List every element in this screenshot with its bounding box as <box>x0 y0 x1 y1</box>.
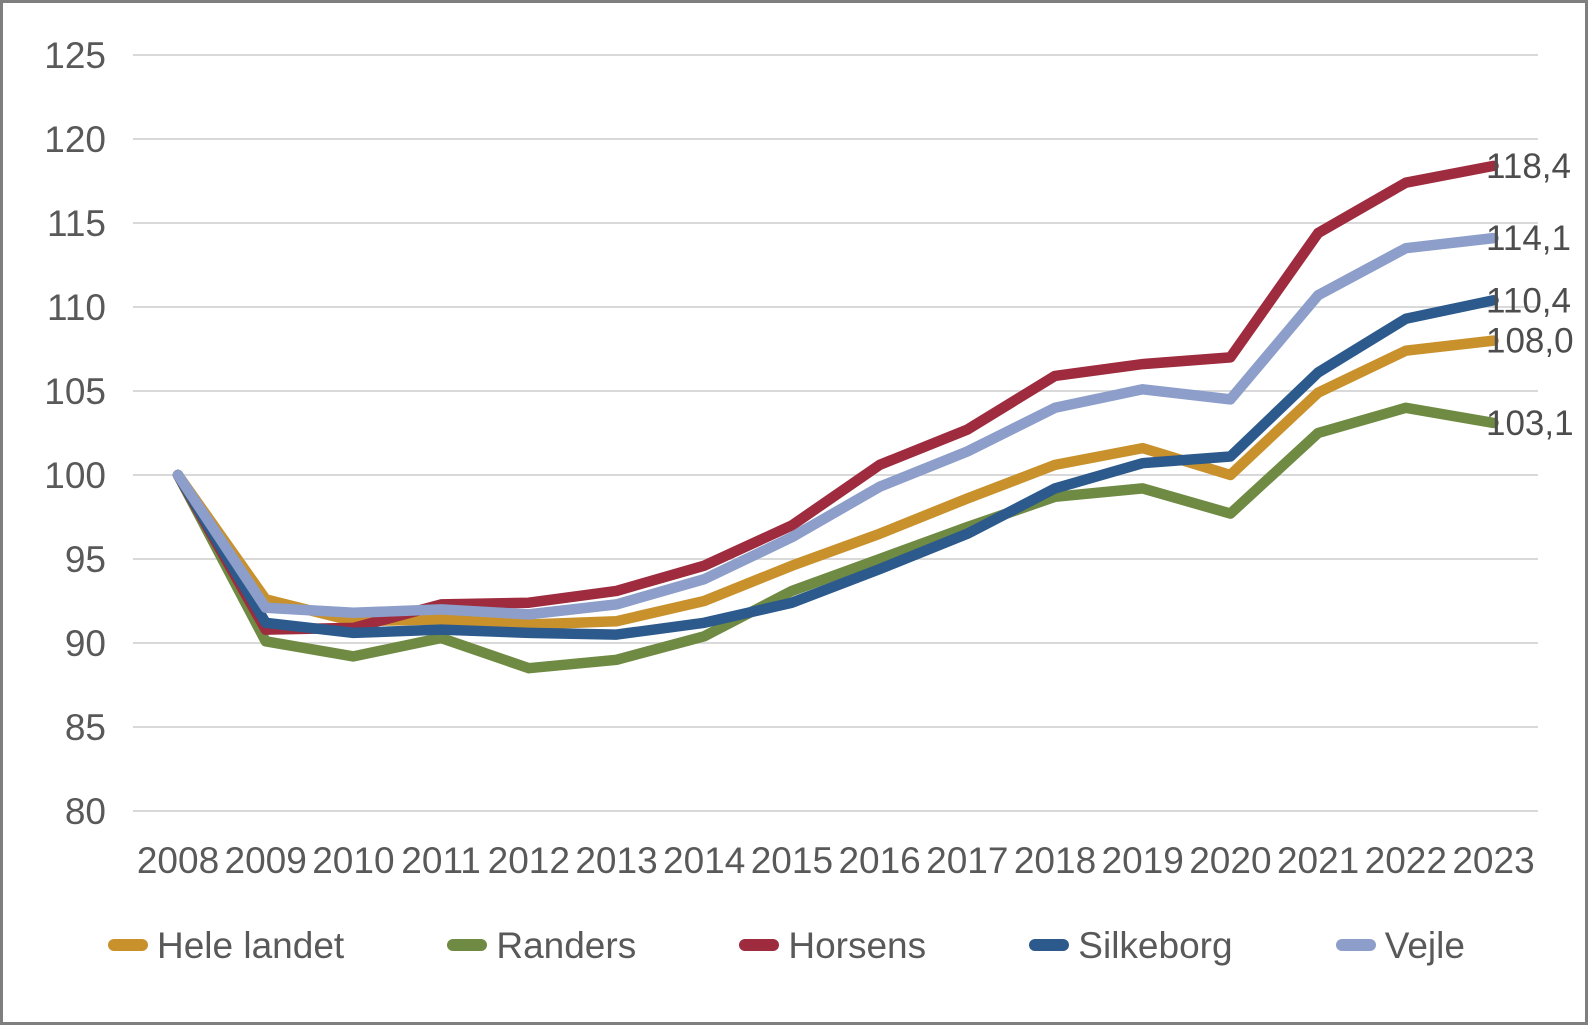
series-end-label-vejle: 114,1 <box>1486 219 1571 258</box>
y-tick-label: 125 <box>44 35 106 76</box>
series-end-label-horsens: 118,4 <box>1486 147 1571 186</box>
legend-label-randers: Randers <box>496 924 637 966</box>
y-tick-label: 95 <box>65 539 106 580</box>
y-tick-label: 115 <box>47 203 106 244</box>
series-line-silkeborg <box>172 295 1499 640</box>
y-tick-label: 105 <box>44 371 106 412</box>
x-tick-label: 2012 <box>488 840 570 881</box>
legend-swatch-randers <box>447 939 488 951</box>
x-tick-label: 2008 <box>137 840 219 881</box>
legend-item-randers: Randers <box>447 927 636 964</box>
legend-swatch-silkeborg <box>1029 939 1070 951</box>
legend-swatch-vejle <box>1335 939 1376 951</box>
y-tick-label: 80 <box>65 791 106 832</box>
x-tick-label: 2009 <box>225 840 307 881</box>
legend-label-hele-landet: Hele landet <box>157 924 345 966</box>
x-tick-label: 2015 <box>751 840 833 881</box>
series-end-label-hele-landet: 108,0 <box>1486 322 1574 361</box>
y-tick-label: 120 <box>44 119 106 160</box>
x-tick-label: 2016 <box>838 840 920 881</box>
series-line-randers <box>172 402 1499 674</box>
legend-item-vejle: Vejle <box>1335 924 1465 966</box>
x-tick-label: 2018 <box>1014 840 1096 881</box>
legend-label-silkeborg: Silkeborg <box>1078 924 1233 966</box>
x-tick-label: 2021 <box>1277 840 1359 881</box>
legend-swatch-hele-landet <box>108 939 148 951</box>
x-tick-label: 2023 <box>1452 840 1534 881</box>
legend-item-silkeborg: Silkeborg <box>1029 924 1233 966</box>
x-tick-label: 2011 <box>401 840 481 881</box>
y-tick-label: 90 <box>65 623 106 664</box>
x-tick-label: 2010 <box>312 840 394 881</box>
x-tick-label: 2014 <box>663 840 745 881</box>
legend-label-horsens: Horsens <box>788 924 927 966</box>
series-line-vejle <box>172 232 1499 620</box>
legend-item-hele-landet: Hele landet <box>108 927 344 964</box>
series-end-label-randers: 103,1 <box>1486 404 1574 443</box>
legend-swatch-horsens <box>739 939 780 951</box>
y-tick-label: 100 <box>44 455 106 496</box>
y-tick-label: 110 <box>47 287 106 328</box>
x-tick-label: 2022 <box>1365 840 1447 881</box>
x-tick-label: 2017 <box>926 840 1008 881</box>
x-tick-label: 2020 <box>1189 840 1271 881</box>
legend-label-vejle: Vejle <box>1384 924 1465 966</box>
y-tick-label: 85 <box>65 707 106 748</box>
x-tick-label: 2013 <box>575 840 657 881</box>
legend-item-horsens: Horsens <box>739 927 926 964</box>
series-end-label-silkeborg: 110,4 <box>1486 281 1571 320</box>
x-tick-label: 2019 <box>1102 840 1184 881</box>
chart-legend: Hele landet Randers Horsens Silkeborg Ve… <box>108 915 1465 975</box>
